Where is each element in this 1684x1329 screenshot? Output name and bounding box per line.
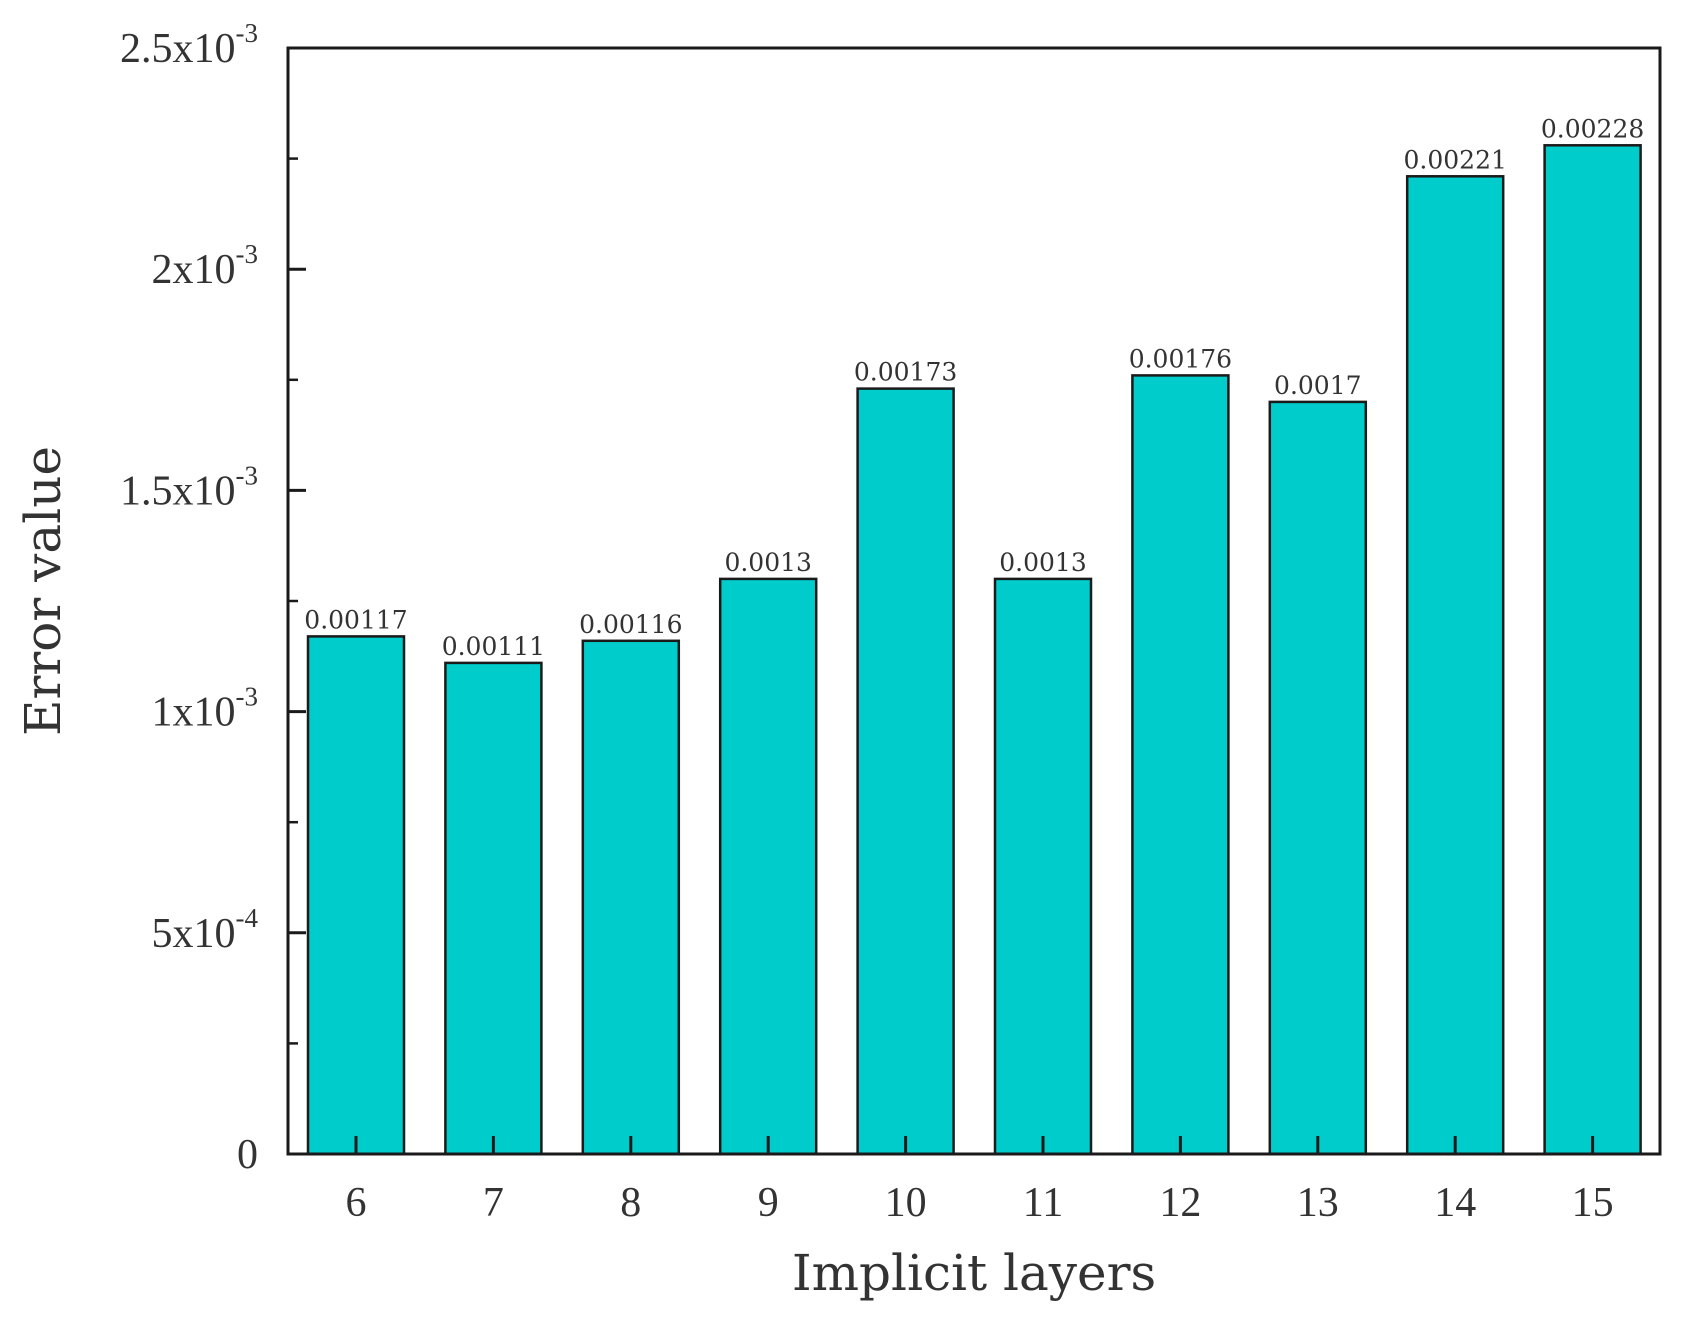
data-label-12: 0.00176 — [1129, 344, 1232, 373]
data-label-9: 0.0013 — [724, 548, 811, 577]
bar-11 — [993, 577, 1093, 1156]
y-tick-label-2: 1x10-3 — [152, 682, 259, 736]
data-labels: 0.00117 0.00111 0.00116 0.0013 0.00173 0.0013… — [304, 114, 1644, 661]
bar-7 — [444, 661, 543, 1156]
data-label-8: 0.00116 — [579, 610, 682, 639]
x-tick-label-7: 7 — [483, 1180, 504, 1226]
bar-12 — [1131, 374, 1230, 1156]
data-label-15: 0.00228 — [1541, 114, 1644, 143]
plot-frame — [286, 46, 1662, 1156]
bar-6 — [306, 635, 406, 1156]
x-tick-label-8: 8 — [620, 1180, 641, 1226]
x-tick-label-15: 15 — [1572, 1180, 1614, 1226]
bar-9 — [718, 577, 818, 1156]
x-tick-label-9: 9 — [758, 1180, 779, 1226]
data-label-14: 0.00221 — [1404, 145, 1507, 174]
data-label-13: 0.0017 — [1274, 371, 1361, 400]
y-tick-label-1: 5x10-4 — [152, 903, 259, 957]
x-tick-label-6: 6 — [346, 1180, 367, 1226]
y-tick-label-3: 1.5x10-3 — [120, 460, 258, 514]
y-axis: 0 5x10-4 1x10-3 1.5x10-3 2x10-3 2.5x10-3 — [120, 18, 306, 1178]
data-label-7: 0.00111 — [442, 632, 545, 661]
x-tick-label-12: 12 — [1159, 1180, 1201, 1226]
x-tick-label-11: 11 — [1023, 1180, 1063, 1226]
x-axis: 6 7 8 9 10 11 12 13 14 15 — [346, 1136, 1614, 1226]
x-tick-label-13: 13 — [1297, 1180, 1339, 1226]
bars — [306, 144, 1642, 1156]
bar-8 — [581, 639, 681, 1156]
x-tick-label-14: 14 — [1434, 1180, 1476, 1226]
x-axis-title: Implicit layers — [792, 1244, 1156, 1302]
bar-10 — [856, 387, 955, 1156]
bar-13 — [1268, 400, 1368, 1156]
y-tick-label-4: 2x10-3 — [152, 239, 259, 293]
y-tick-label-5: 2.5x10-3 — [120, 18, 258, 72]
data-label-6: 0.00117 — [304, 605, 407, 634]
data-label-10: 0.00173 — [854, 358, 957, 387]
x-tick-label-10: 10 — [885, 1180, 927, 1226]
bar-14 — [1405, 175, 1505, 1156]
y-axis-title: Error value — [14, 446, 72, 736]
data-label-11: 0.0013 — [999, 548, 1086, 577]
y-tick-label-0: 0 — [237, 1132, 258, 1178]
bar-15 — [1543, 144, 1642, 1156]
